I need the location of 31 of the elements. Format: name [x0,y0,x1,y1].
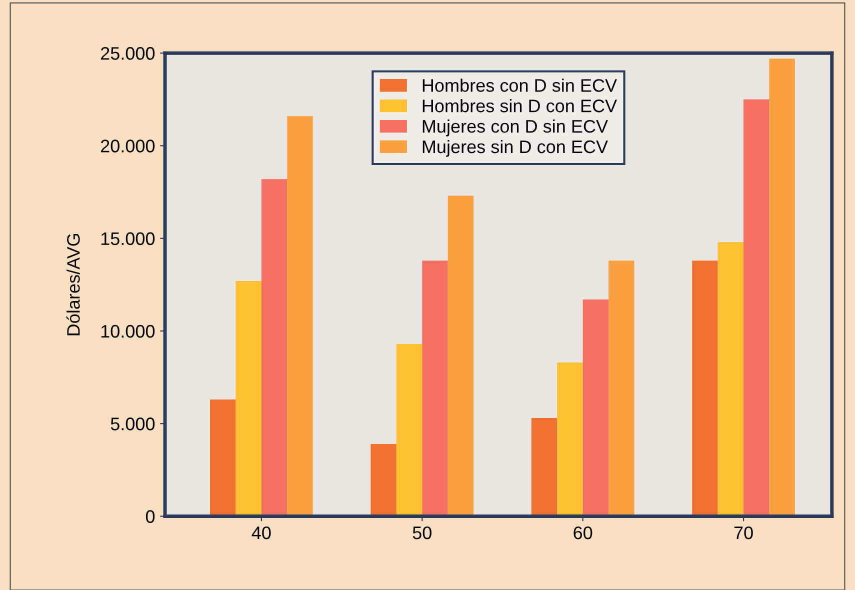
x-tick-label: 50 [412,526,432,540]
legend-label: Hombres con D sin ECV [422,78,617,92]
bar [531,418,558,516]
bar [370,444,396,516]
y-tick-label: 25.000 [100,47,155,60]
legend-label: Hombres sin D con ECV [422,99,617,112]
bar [692,260,718,516]
bar [718,242,744,516]
bar [769,58,795,516]
bar [396,344,422,516]
y-tick-label: 20.000 [100,140,155,152]
bar [557,362,583,516]
bar [608,260,634,516]
bar [261,179,288,516]
bar [582,299,609,516]
bar [287,116,313,516]
y-tick-label: 5.000 [110,418,155,430]
y-axis-title: Dólares/AVG [66,234,80,336]
y-tick-label: 0 [146,510,155,523]
y-tick-label: 10.000 [101,324,155,338]
bar [422,260,448,516]
legend-label: Mujeres con D sin ECV [422,120,608,136]
x-tick-label: 40 [252,526,271,540]
bar [236,280,262,516]
legend-label: Mujeres sin D con ECV [422,140,608,157]
bar [210,400,236,516]
x-tick-label: 60 [574,526,592,540]
bar [448,196,474,516]
x-tick-label: 70 [734,526,753,540]
y-tick-label: 15.000 [101,232,155,246]
bar [744,99,770,516]
